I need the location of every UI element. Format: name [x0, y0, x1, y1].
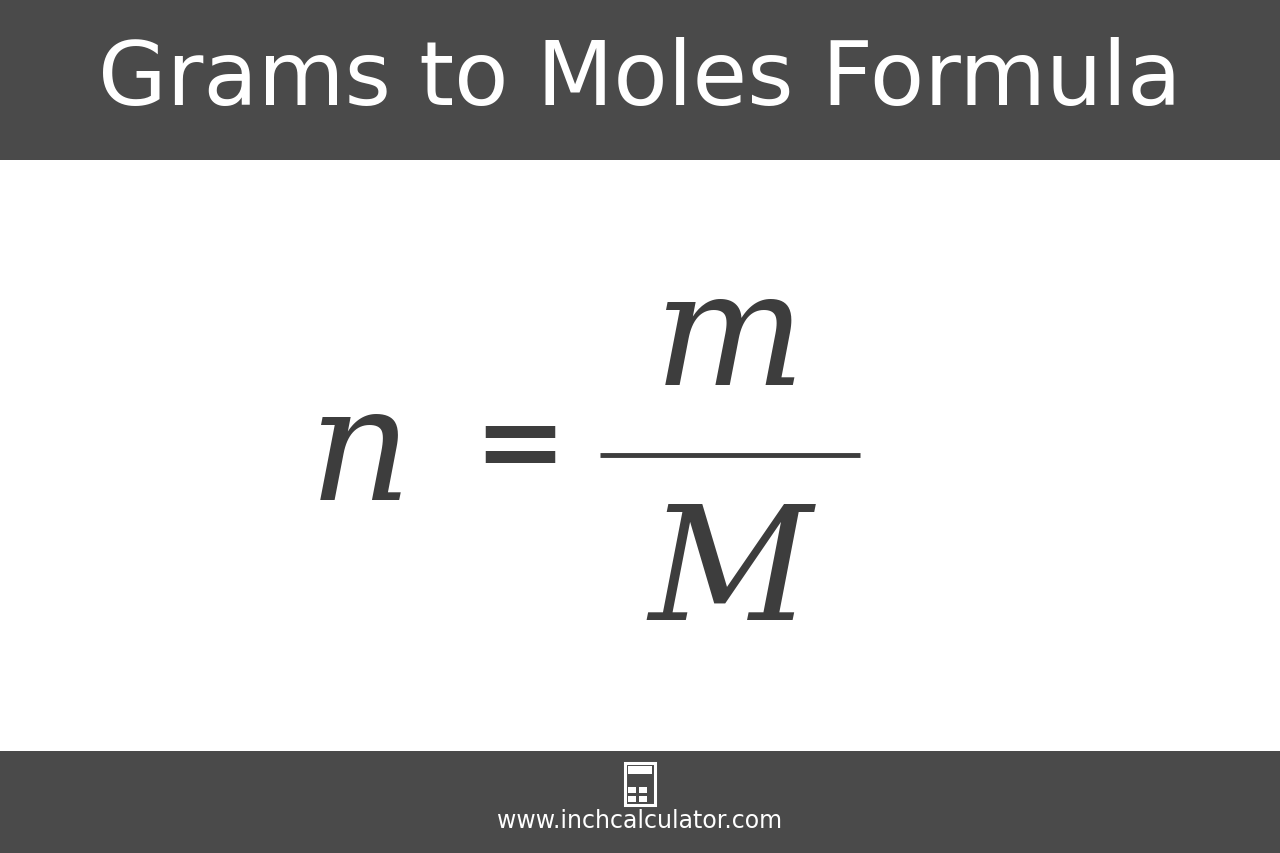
Bar — [628, 766, 652, 774]
Bar — [625, 763, 655, 805]
Bar — [628, 796, 636, 802]
Bar — [628, 786, 636, 792]
Text: www.inchcalculator.com: www.inchcalculator.com — [498, 808, 782, 832]
Text: M: M — [648, 499, 812, 653]
Text: n: n — [308, 379, 411, 532]
Bar — [639, 786, 646, 792]
Text: Grams to Moles Formula: Grams to Moles Formula — [99, 37, 1181, 124]
Text: =: = — [474, 394, 567, 501]
Text: m: m — [654, 264, 805, 417]
Bar — [639, 796, 646, 802]
